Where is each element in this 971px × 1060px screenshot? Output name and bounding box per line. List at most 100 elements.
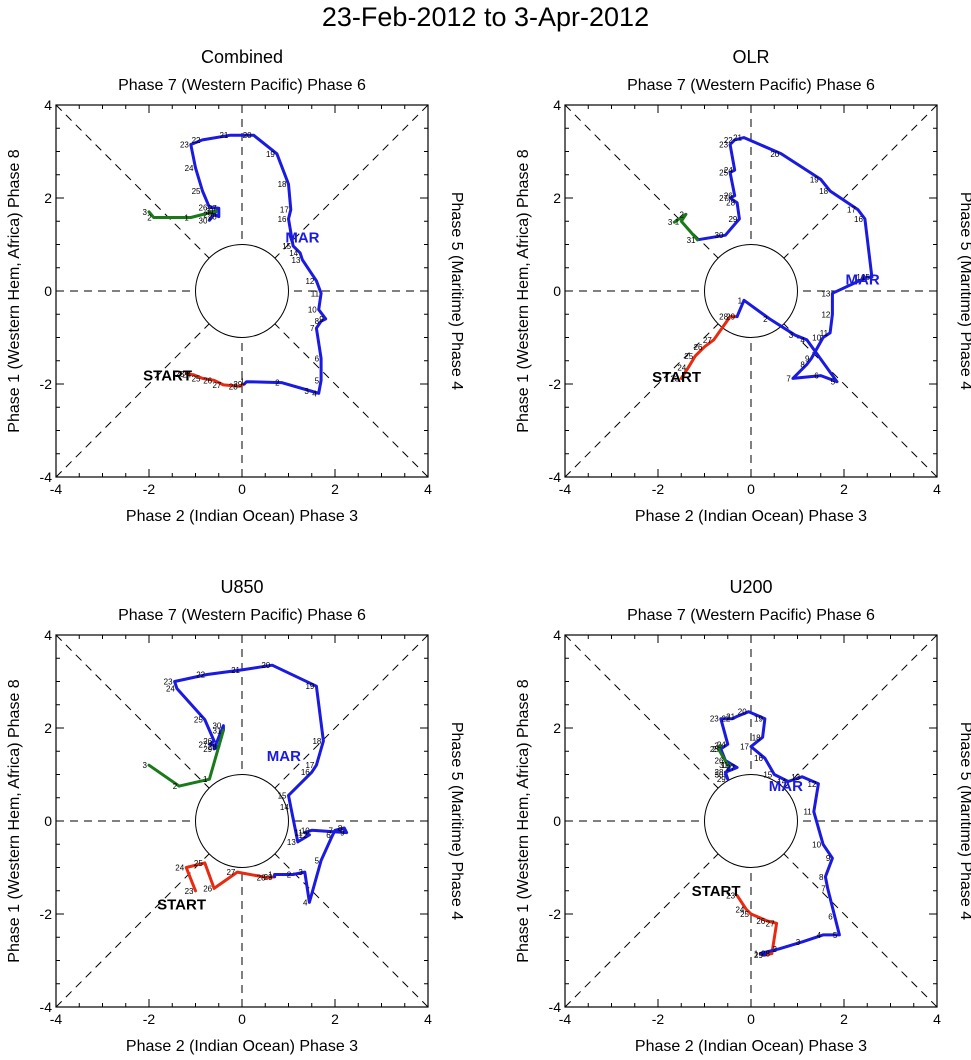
x-tick-label: 4 [424,481,432,497]
panel-title: U850 [220,577,263,597]
y-tick-label: 4 [44,97,52,113]
day-label: 29 [203,210,212,219]
day-label: 7 [310,324,315,333]
x-tick-label: 4 [933,481,941,497]
day-label: 28 [229,382,238,391]
day-label: 7 [329,826,334,835]
day-label: 28 [715,768,724,777]
day-label: 4 [817,931,822,940]
day-label: 15 [861,273,870,282]
day-label: 9 [319,315,324,324]
day-label: 25 [194,716,203,725]
left-axis-label: Phase 1 (Western Hem, Africa) Phase 8 [515,149,532,432]
day-label: 28 [761,950,770,959]
y-tick-label: 2 [553,190,561,206]
y-tick-label: 0 [44,813,52,829]
day-label: 19 [810,175,819,184]
day-label: 2 [275,379,280,388]
day-label: 3 [304,387,309,396]
x-tick-label: -4 [50,1011,63,1027]
day-label: 25 [194,859,203,868]
day-label: 23 [164,678,173,687]
diagonal-guide [55,104,429,478]
day-label: 20 [243,131,252,140]
day-label: 28 [726,199,735,208]
bottom-axis-label: Phase 2 (Indian Ocean) Phase 3 [635,1038,867,1055]
day-label: 24 [724,166,733,175]
month-label-mar: MAR [769,778,803,795]
day-label: 26 [203,737,212,746]
y-tick-label: 0 [553,813,561,829]
day-label: 31 [206,207,215,216]
y-tick-label: 2 [553,720,561,736]
x-tick-label: -2 [652,1011,665,1027]
day-label: 31 [687,236,696,245]
day-label: 22 [721,715,730,724]
day-label: 24 [185,164,194,173]
x-tick-label: -4 [559,1011,572,1027]
diagonal-guide [55,634,429,1008]
bottom-axis-label: Phase 2 (Indian Ocean) Phase 3 [635,508,867,525]
day-label: 9 [826,854,831,863]
y-tick-label: -2 [40,376,53,392]
day-label: 24 [677,364,686,373]
x-tick-label: 0 [747,1011,755,1027]
day-label: 20 [261,661,270,670]
day-label: 19 [305,682,314,691]
day-label: 2 [763,315,768,324]
day-label: 3 [796,938,801,947]
month-label-mar: MAR [285,230,319,247]
x-tick-label: 2 [840,1011,848,1027]
day-label: 1 [721,761,726,770]
trajectory-apr [672,212,699,242]
day-label: 11 [311,289,320,298]
day-label: 25 [710,745,719,754]
day-label: 3 [668,218,673,227]
unit-circle [704,774,798,868]
day-label: 19 [266,150,275,159]
day-label: 27 [766,919,775,928]
day-label: 2 [147,214,152,223]
trajectory-apr [147,728,225,788]
diagonal-guide [55,104,429,478]
day-label: 29 [754,951,763,960]
day-label: 18 [278,180,287,189]
day-label: 11 [803,808,812,817]
left-axis-label: Phase 1 (Western Hem, Africa) Phase 8 [6,679,23,962]
day-label: 8 [819,873,824,882]
y-tick-label: 0 [553,283,561,299]
day-label: 20 [738,708,747,717]
day-label: 17 [740,743,749,752]
day-label: 10 [812,334,821,343]
day-label: 6 [828,912,833,921]
day-label: 2 [712,745,717,754]
day-label: 10 [308,306,317,315]
day-label: 9 [805,354,810,363]
day-label: 10 [812,840,821,849]
day-label: 24 [175,864,184,873]
y-tick-label: -4 [40,469,53,485]
day-label: 27 [726,764,735,773]
diagonal-guide [564,104,938,478]
day-label: 26 [756,917,765,926]
x-tick-label: -2 [143,481,156,497]
y-tick-label: -4 [40,999,53,1015]
diagonal-guide [564,634,938,1008]
day-label: 23 [175,370,184,379]
x-tick-label: 2 [331,481,339,497]
day-label: 22 [192,136,201,145]
day-label: 22 [196,671,205,680]
day-label: 25 [192,187,201,196]
bottom-axis-label: Phase 2 (Indian Ocean) Phase 3 [126,508,358,525]
diagonal-guide [55,634,429,1008]
trajectory-mar [189,133,328,395]
day-label: 2 [173,782,178,791]
day-label: 4 [312,389,317,398]
u850-phase-diagram: U850 Phase 7 (Western Pacific) Phase 6 Pha… [6,577,465,1055]
day-label: 15 [763,771,772,780]
day-label: 13 [287,838,296,847]
trajectory-mar [696,136,874,384]
day-label: 29 [726,313,735,322]
day-label: 24 [166,684,175,693]
day-label: 2 [287,870,292,879]
